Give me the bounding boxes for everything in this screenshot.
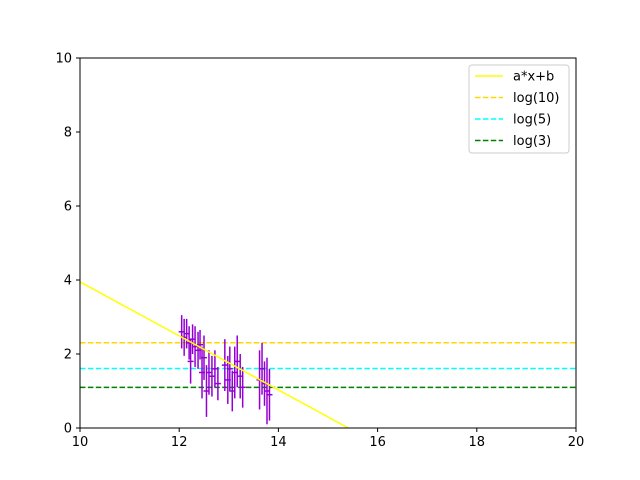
error-point-23	[239, 366, 246, 408]
y-tick-label-2: 4	[64, 274, 72, 289]
fit-line	[80, 281, 349, 428]
x-tick-label-1: 12	[171, 435, 188, 450]
error-point-12	[205, 350, 212, 395]
legend: a*x+b log(10) log(5) log(3)	[468, 64, 570, 154]
y-axis: 0 2 4 6 8 10	[55, 52, 80, 437]
error-point-4	[187, 339, 194, 384]
legend-label: log(3)	[513, 134, 551, 149]
x-tick-label-4: 18	[469, 435, 486, 450]
error-point-18	[226, 346, 233, 391]
legend-entry-0: a*x+b	[475, 70, 554, 85]
error-point-21	[234, 335, 241, 388]
legend-label: a*x+b	[513, 70, 554, 85]
y-tick-label-1: 2	[64, 348, 72, 363]
error-point-10	[201, 335, 207, 380]
error-point-14	[211, 350, 218, 388]
legend-entry-2: log(5)	[475, 113, 551, 128]
y-tick-label-5: 10	[55, 52, 72, 67]
x-tick-label-5: 20	[568, 435, 585, 450]
legend-label: log(10)	[513, 91, 560, 106]
y-tick-label-3: 6	[64, 200, 72, 215]
y-tick-label-0: 0	[64, 422, 72, 437]
error-point-16	[221, 339, 228, 391]
legend-box	[468, 64, 570, 154]
error-point-28	[266, 368, 273, 421]
plot-frame	[79, 57, 577, 429]
x-tick-label-3: 16	[369, 435, 386, 450]
legend-entry-1: log(10)	[475, 91, 560, 106]
legend-entry-3: log(3)	[475, 134, 551, 149]
error-point-13	[208, 355, 215, 397]
reference-lines	[80, 342, 576, 389]
fit-line-group	[80, 281, 349, 428]
error-point-8	[197, 329, 204, 360]
error-bar-series	[178, 315, 273, 425]
x-tick-label-2: 14	[270, 435, 287, 450]
error-point-6	[192, 326, 199, 367]
x-axis: 10 12 14 16 18 20	[72, 428, 585, 450]
error-point-15	[214, 366, 221, 401]
x-tick-label-0: 10	[72, 435, 89, 450]
y-tick-label-4: 8	[64, 126, 72, 141]
legend-label: log(5)	[513, 113, 551, 128]
